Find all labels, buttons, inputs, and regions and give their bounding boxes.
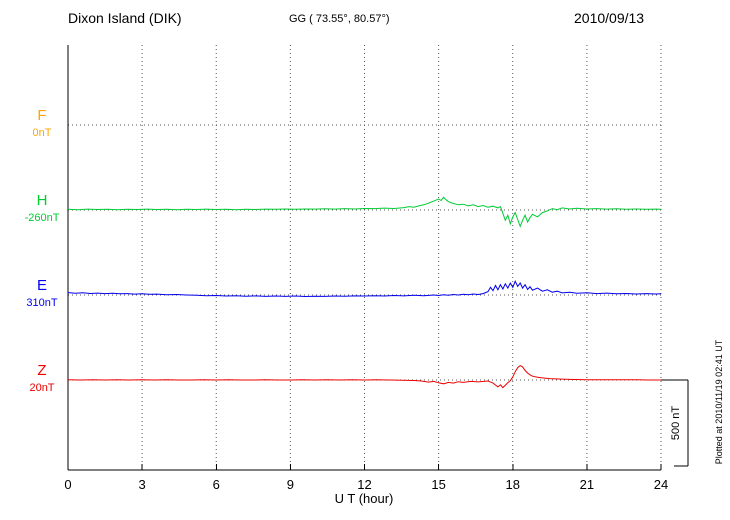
x-tick-label: 3 — [138, 477, 146, 492]
trace-baseline-Z: 20nT — [29, 382, 55, 394]
x-tick-label: 15 — [431, 477, 446, 492]
x-tick-label: 0 — [64, 477, 72, 492]
x-tick-label: 24 — [653, 477, 669, 492]
trace-E — [67, 279, 662, 298]
trace-Z — [67, 365, 661, 389]
plotted-at-note: Plotted at 2010/11/19 02:41 UT — [714, 339, 724, 465]
scale-bar-label: 500 nT — [670, 405, 682, 441]
x-tick-label: 21 — [579, 477, 595, 492]
plot-date: 2010/09/13 — [574, 10, 645, 26]
x-tick-label: 9 — [286, 477, 294, 492]
trace-baseline-F: 0nT — [32, 127, 52, 139]
x-tick-label: 18 — [505, 477, 520, 492]
trace-label-Z: Z — [37, 362, 47, 379]
trace-label-F: F — [37, 107, 47, 124]
trace-label-H: H — [36, 192, 48, 209]
x-axis-title: U T (hour) — [334, 491, 394, 506]
trace-baseline-H: -260nT — [24, 212, 60, 224]
x-tick-label: 12 — [357, 477, 372, 492]
station-coordinates: GG ( 73.55°, 80.57°) — [289, 13, 390, 25]
x-tick-label: 6 — [212, 477, 220, 492]
station-title: Dixon Island (DIK) — [68, 10, 182, 26]
trace-label-E: E — [36, 277, 47, 294]
trace-baseline-E: 310nT — [26, 297, 58, 309]
trace-H — [67, 196, 662, 228]
